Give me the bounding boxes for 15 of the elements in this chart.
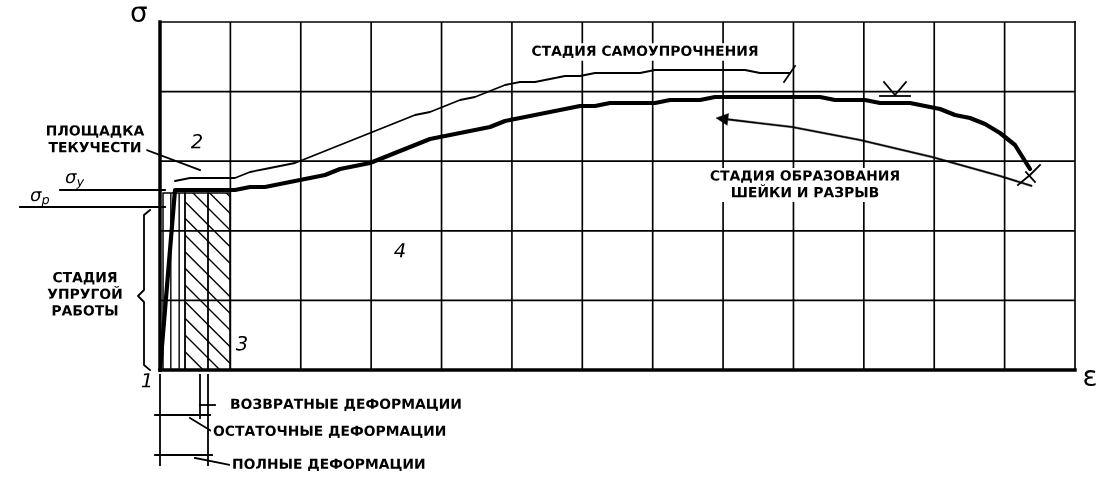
text: σ$_{р}$ (30, 191, 50, 207)
text: ОСТАТОЧНЫЕ ДЕФОРМАЦИИ (213, 425, 446, 439)
annotation: 2 (190, 133, 202, 149)
text: σ$_{у}$ (65, 173, 85, 189)
text: 1 (141, 373, 151, 388)
annotation: СТАДИЯ ОБРАЗОВАНИЯ ШЕЙКИ И РАЗРЫВ (710, 170, 899, 198)
text: СТАДИЯ УПРУГОЙ РАБОТЫ (47, 271, 122, 316)
text: ПЛОЩАДКА ТЕКУЧЕСТИ (46, 125, 145, 153)
text: ПОЛНЫЕ ДЕФОРМАЦИИ (233, 458, 425, 472)
annotation: 4 (394, 243, 405, 258)
annotation: 3 (235, 335, 247, 351)
text: ВОЗВРАТНЫЕ ДЕФОРМАЦИИ (231, 398, 461, 412)
y-axis-title: σ (131, 6, 147, 23)
x-axis-title: ε (1084, 370, 1096, 387)
text: СТАДИЯ САМОУПРОЧНЕНИЯ (532, 45, 758, 59)
